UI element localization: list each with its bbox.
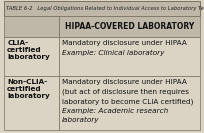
Bar [4,16,59,37]
Text: Example: Clinical laboratory: Example: Clinical laboratory [62,49,164,56]
Text: laboratory: laboratory [62,117,100,123]
Bar [4,1,200,16]
Bar [59,76,200,130]
Bar [59,16,200,37]
Text: Mandatory disclosure under HIPAA: Mandatory disclosure under HIPAA [62,40,187,46]
Text: HIPAA-COVERED LABORATORY: HIPAA-COVERED LABORATORY [65,22,194,31]
Text: CLIA-
certified
laboratory: CLIA- certified laboratory [7,40,50,60]
Text: (but act of disclosure then requires: (but act of disclosure then requires [62,89,189,95]
Text: Non-CLIA-
certified
laboratory: Non-CLIA- certified laboratory [7,79,50,99]
Text: Example: Academic research: Example: Academic research [62,108,168,114]
Text: laboratory to become CLIA certified): laboratory to become CLIA certified) [62,98,193,105]
Bar [59,37,200,76]
Text: Mandatory disclosure under HIPAA: Mandatory disclosure under HIPAA [62,79,187,85]
Bar [4,37,59,76]
Bar [4,76,59,130]
Text: TABLE 6-2   Legal Obligations Related to Individual Access to Laboratory Test Re: TABLE 6-2 Legal Obligations Related to I… [6,6,204,11]
